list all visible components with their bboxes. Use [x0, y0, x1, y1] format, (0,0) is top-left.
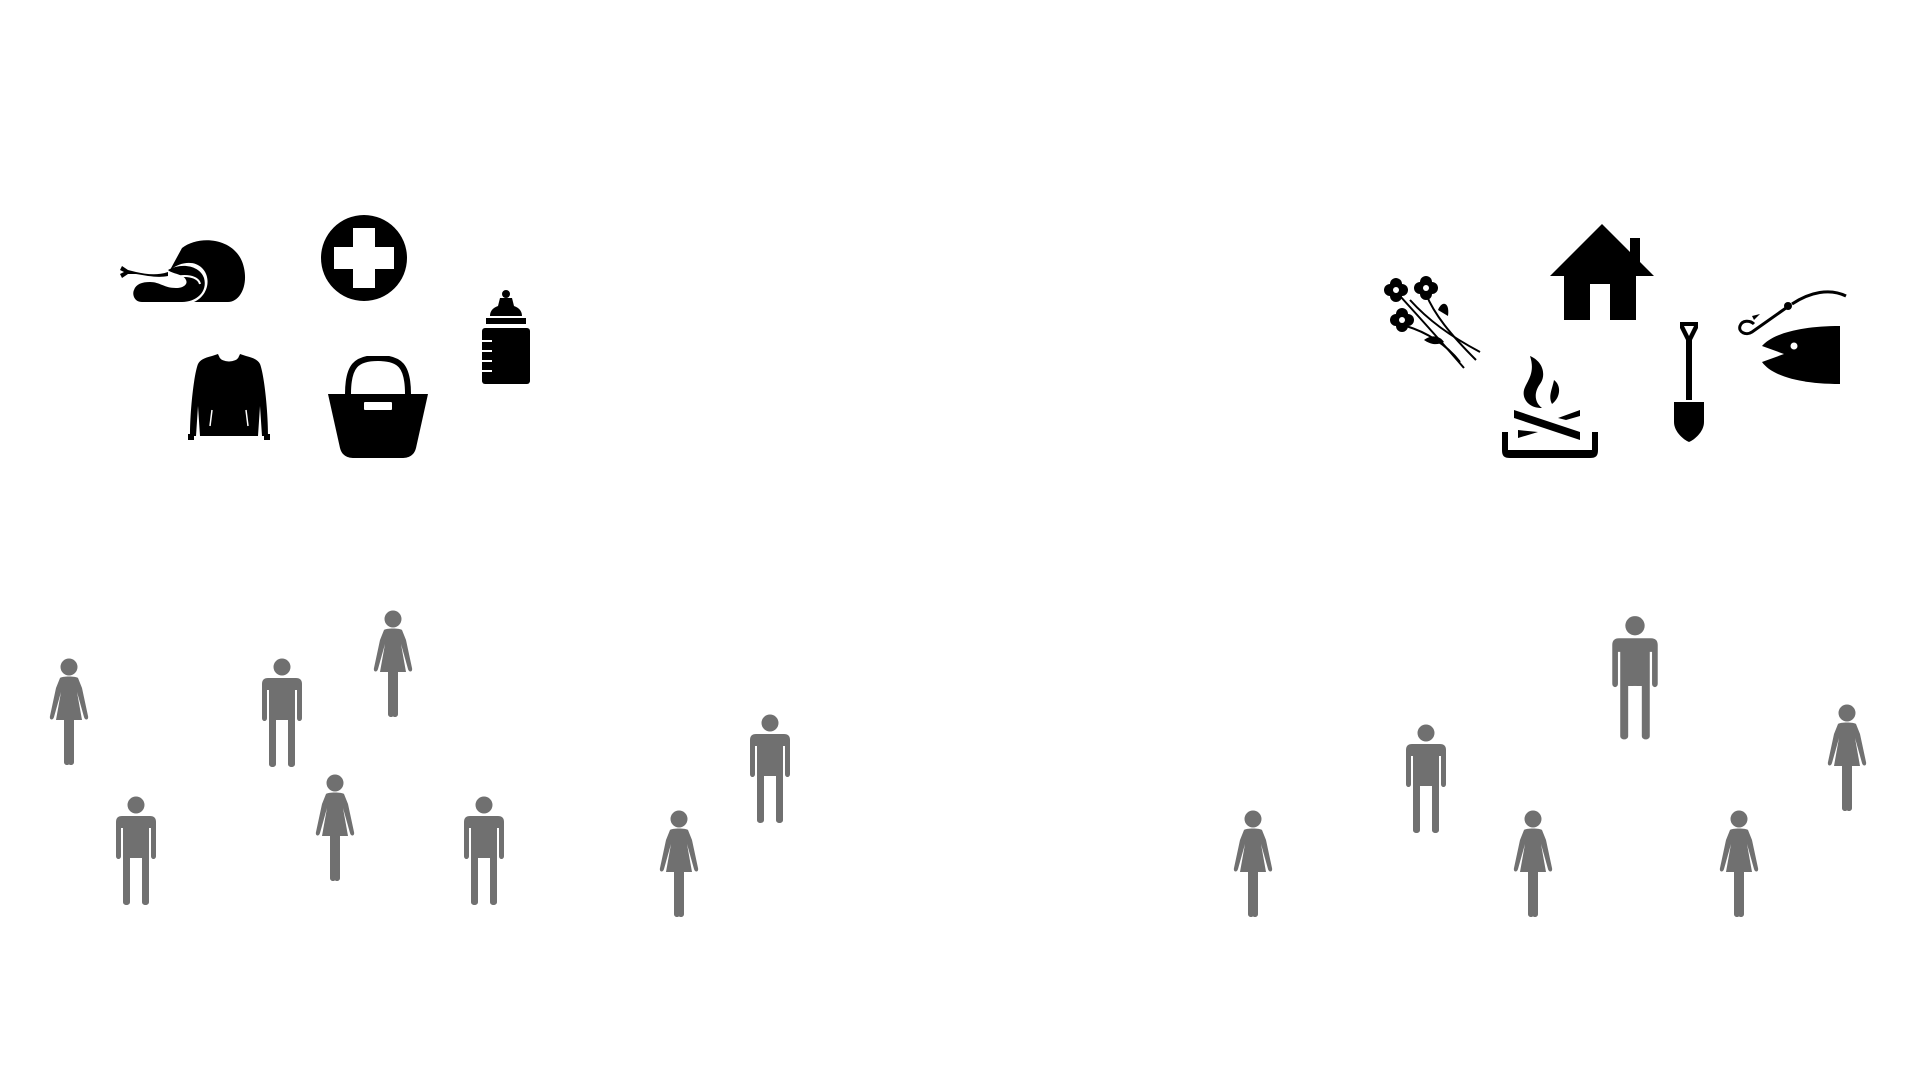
flowers-icon — [1380, 270, 1490, 370]
shopping-bag-icon — [326, 356, 430, 460]
person-male-icon — [462, 796, 506, 906]
person-male-icon — [260, 658, 304, 768]
house-icon — [1548, 222, 1658, 322]
person-female-icon — [368, 610, 418, 718]
sweater-icon — [184, 350, 274, 442]
person-male-icon — [114, 796, 158, 906]
person-female-icon — [1822, 704, 1872, 812]
baby-bottle-icon — [480, 290, 532, 386]
campfire-icon — [1500, 352, 1600, 462]
person-male-icon — [1404, 724, 1448, 834]
person-male-icon — [748, 714, 792, 824]
chicken-leg-icon — [120, 238, 250, 308]
medical-cross-icon — [320, 214, 408, 302]
fishing-hook-icon — [1730, 286, 1848, 336]
person-female-icon — [1508, 810, 1558, 918]
person-female-icon — [310, 774, 360, 882]
fish-icon — [1760, 324, 1840, 386]
shovel-icon — [1672, 320, 1706, 442]
person-female-icon — [44, 658, 94, 766]
person-female-icon — [654, 810, 704, 918]
person-female-icon — [1714, 810, 1764, 918]
person-female-icon — [1228, 810, 1278, 918]
person-male-icon — [1610, 612, 1660, 744]
